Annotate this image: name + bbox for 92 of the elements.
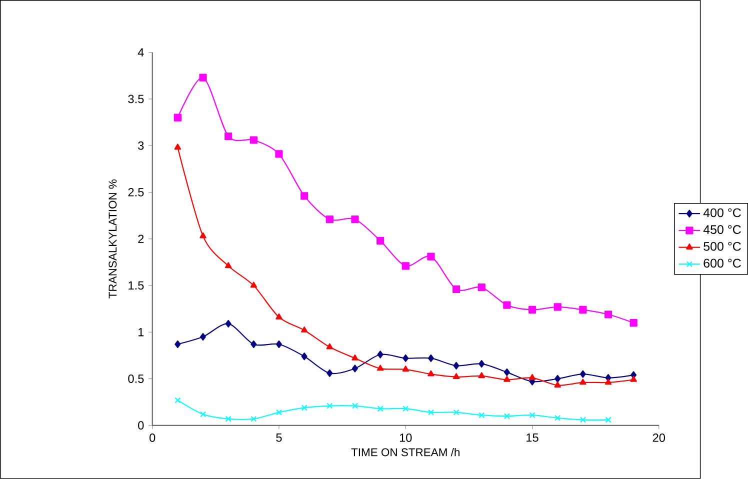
point — [428, 354, 434, 362]
point — [174, 144, 182, 150]
point — [605, 416, 612, 423]
y-tick-label: 0 — [138, 421, 144, 430]
point — [402, 354, 409, 362]
point — [452, 285, 460, 294]
point — [250, 416, 257, 422]
point — [630, 376, 637, 382]
point — [326, 369, 333, 378]
point — [224, 262, 232, 268]
point — [427, 252, 435, 260]
x-tick-label: 0 — [150, 434, 156, 442]
y-tick-label: 0.5 — [128, 374, 144, 383]
point — [200, 232, 206, 238]
point — [478, 412, 485, 418]
point — [504, 368, 510, 376]
point — [224, 132, 232, 140]
point — [580, 370, 586, 378]
point — [326, 216, 334, 224]
legend-label: 600 °C — [704, 258, 741, 268]
x-tick-label: 15 — [526, 434, 538, 442]
point — [250, 282, 258, 288]
point — [250, 340, 257, 348]
point — [528, 306, 536, 314]
point — [529, 412, 536, 418]
x-tick-label: 5 — [276, 434, 282, 442]
point — [452, 373, 460, 380]
point — [376, 236, 384, 245]
point — [276, 340, 282, 348]
point — [300, 192, 308, 200]
x-tick-label: 20 — [652, 434, 666, 442]
point — [377, 350, 384, 358]
legend-label: 500 °C — [704, 242, 741, 251]
point — [200, 411, 206, 418]
point — [554, 303, 562, 311]
y-tick-label: 2.5 — [128, 188, 144, 196]
point — [300, 326, 308, 332]
point — [301, 352, 308, 360]
point — [352, 354, 358, 360]
point — [276, 313, 282, 320]
point — [478, 360, 485, 368]
point — [579, 306, 587, 314]
point — [503, 301, 511, 309]
point — [580, 416, 586, 423]
y-tick-label: 4 — [138, 48, 144, 56]
point — [174, 397, 181, 404]
point — [301, 404, 308, 411]
point — [453, 362, 460, 370]
y-tick-label: 3.5 — [128, 94, 144, 104]
point — [504, 413, 510, 420]
point — [376, 364, 384, 371]
legend-label: 400 °C — [703, 208, 741, 218]
point — [428, 409, 434, 416]
y-axis-title: TRANSALKYLATION % — [108, 180, 117, 298]
point — [478, 284, 486, 292]
point — [352, 364, 358, 372]
legend-label: 450 °C — [703, 225, 741, 234]
point — [478, 372, 485, 378]
y-tick-label: 1.5 — [128, 281, 144, 290]
point — [528, 374, 536, 380]
y-tick-label: 2 — [138, 234, 144, 244]
point — [630, 319, 638, 327]
point — [326, 402, 333, 409]
point — [402, 262, 410, 270]
point — [428, 370, 434, 376]
point — [276, 409, 282, 416]
point — [402, 406, 409, 412]
point — [225, 416, 232, 422]
point — [200, 333, 206, 341]
point — [275, 150, 283, 158]
point — [604, 310, 612, 318]
point — [351, 216, 359, 224]
y-tick-label: 1 — [138, 328, 144, 336]
x-tick-label: 10 — [400, 434, 412, 442]
point — [174, 114, 182, 122]
point — [604, 378, 612, 385]
point — [174, 340, 181, 348]
point — [326, 343, 334, 350]
point — [554, 382, 561, 388]
y-tick-label: 3 — [138, 141, 144, 150]
point — [554, 374, 561, 383]
x-axis-title: TIME ON STREAM /h — [351, 448, 460, 456]
point — [199, 74, 207, 82]
point — [225, 320, 232, 328]
point — [554, 414, 561, 421]
point — [402, 366, 409, 372]
point — [504, 376, 510, 382]
point — [580, 378, 586, 385]
point — [250, 136, 258, 144]
point — [377, 406, 384, 412]
point — [352, 402, 358, 409]
point — [453, 409, 460, 416]
